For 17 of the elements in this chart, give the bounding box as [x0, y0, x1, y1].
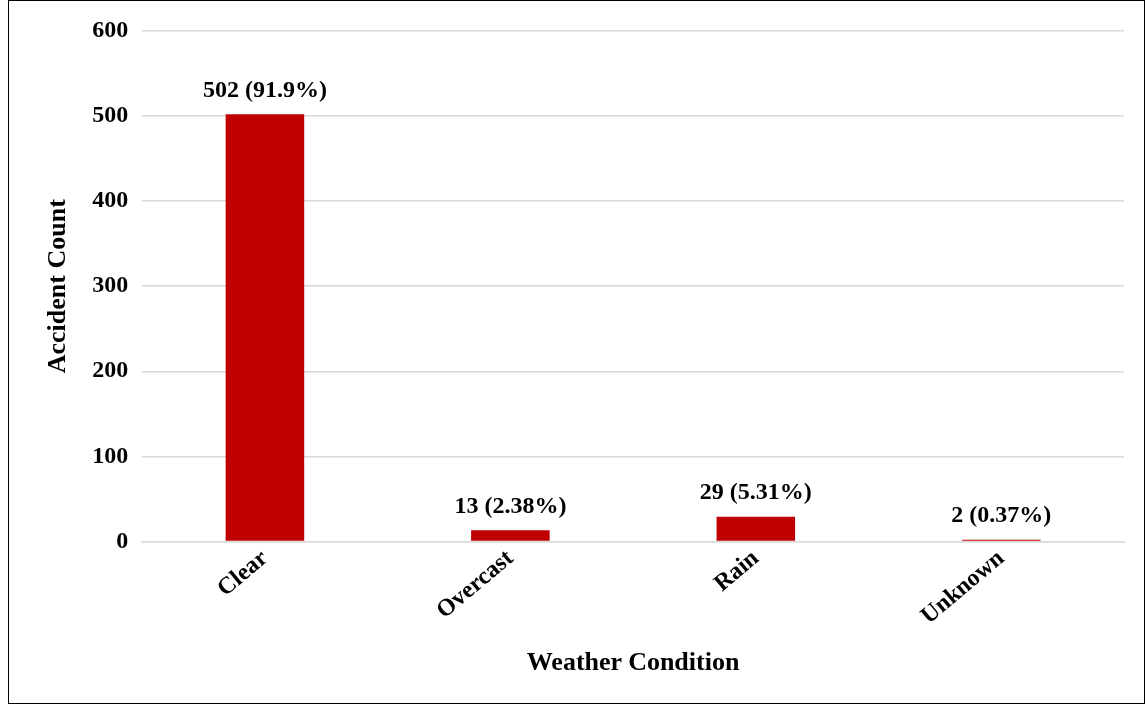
- y-tick-label: 600: [92, 16, 129, 43]
- bar: [225, 114, 305, 541]
- bar: [471, 530, 550, 541]
- data-label: 29 (5.31%): [699, 477, 812, 504]
- x-tick-label: Rain: [708, 544, 764, 596]
- data-label: 2 (0.37%): [951, 500, 1052, 527]
- y-axis-title: Accident Count: [42, 198, 72, 374]
- y-tick-label: 500: [92, 101, 129, 128]
- data-label: 502 (91.9%): [202, 75, 327, 102]
- y-tick-label: 200: [92, 356, 129, 383]
- y-tick-label: 300: [92, 271, 129, 298]
- x-axis-title: Weather Condition: [526, 647, 740, 677]
- y-tick-label: 100: [92, 441, 129, 468]
- bar: [716, 516, 796, 541]
- data-label: 13 (2.38%): [454, 491, 567, 518]
- y-tick-label: 400: [92, 186, 129, 213]
- y-tick-label: 0: [116, 526, 129, 553]
